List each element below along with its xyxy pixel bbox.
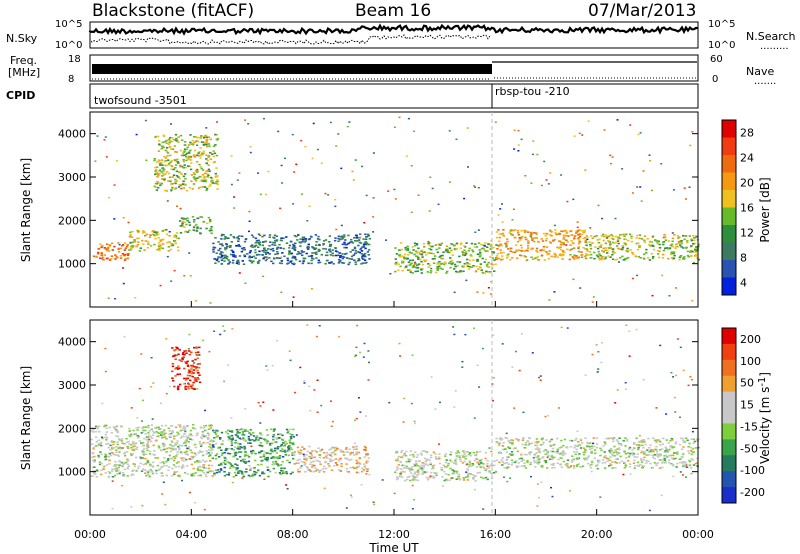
nave-dotted: ....... <box>754 76 776 87</box>
colorbar-tick: -50 <box>740 442 758 455</box>
power-panel: 1000 2000 3000 4000 Slant Range [km] 28 24 20… <box>19 111 772 308</box>
xtick-label: 16:00 <box>479 528 511 541</box>
cpid-segment-1: twofsound -3501 <box>94 94 187 107</box>
heatmap-band-5 <box>495 437 700 469</box>
cpid-segment-2: rbsp-tou -210 <box>495 85 570 98</box>
freq-label: Freq. <box>10 54 37 67</box>
cpid-label: CPID <box>6 89 35 102</box>
power-colorbar-label: Power [dB] <box>758 177 772 242</box>
nsearch-dotted: ......... <box>760 41 789 52</box>
nave-label: Nave <box>746 65 774 78</box>
colorbar-tick: -100 <box>740 464 765 477</box>
colorbar-tick: 12 <box>740 227 754 240</box>
heatmap-band-0 <box>92 242 130 261</box>
colorbar-tick: 50 <box>740 377 754 390</box>
time-xlabel: Time UT <box>368 541 419 554</box>
colorbar-tick: 8 <box>740 252 747 265</box>
velocity-heatmap-data <box>90 324 700 512</box>
ytick-label: 2000 <box>58 214 86 227</box>
colorbar-tick: 16 <box>740 202 754 215</box>
nave-tick-bottom: 0 <box>712 74 718 85</box>
ytick-label: 4000 <box>58 128 86 141</box>
xtick-label: 04:00 <box>175 528 207 541</box>
station-title: Blackstone (fitACF) <box>92 1 254 21</box>
colorbar-tick: 200 <box>740 333 761 346</box>
nsearch-label: N.Search <box>746 30 796 43</box>
xtick-label: 20:00 <box>581 528 613 541</box>
colorbar-tick: 28 <box>740 127 754 140</box>
cpid-strip: twofsound -3501 rbsp-tou -210 <box>89 83 699 109</box>
nave-tick-top: 60 <box>710 54 723 65</box>
beam-title: Beam 16 <box>355 1 431 21</box>
colorbar-tick: 24 <box>740 152 754 165</box>
heatmap-scatter <box>101 324 700 512</box>
freq-tick-bottom: 8 <box>68 74 74 85</box>
nsky-tick-top: 10^5 <box>55 19 82 30</box>
ytick-label: 3000 <box>58 379 86 392</box>
xtick-label: 08:00 <box>277 528 309 541</box>
heatmap-band-2 <box>178 216 213 235</box>
power-heatmap-data <box>92 116 701 304</box>
nsearch-tick-top: 10^5 <box>708 19 735 30</box>
nsky-tick-bottom: 10^0 <box>55 40 82 51</box>
power-ylabel: Slant Range [km] <box>19 158 33 262</box>
heatmap-band-0 <box>90 424 214 478</box>
nsky-label: N.Sky <box>6 32 38 45</box>
heatmap-band-4 <box>212 233 371 266</box>
colorbar-tick: 100 <box>740 355 761 368</box>
ytick-label: 4000 <box>58 336 86 349</box>
velocity-colorbar: 200 100 50 15 -15 -50 -100 -200 <box>721 327 765 504</box>
colorbar-tick: 20 <box>740 177 754 190</box>
xtick-label: 00:00 <box>74 528 106 541</box>
ytick-label: 1000 <box>58 258 86 271</box>
freq-tick-top: 18 <box>68 54 81 65</box>
date-title: 07/Mar/2013 <box>588 1 696 21</box>
freq-band <box>92 64 492 74</box>
velocity-panel: 1000 2000 3000 4000 Slant Range [km] 200 100… <box>19 301 772 554</box>
heatmap-band-7 <box>584 233 701 261</box>
colorbar-tick: -200 <box>740 486 765 499</box>
heatmap-band-1 <box>171 346 202 391</box>
ytick-label: 2000 <box>58 422 86 435</box>
xtick-label: 12:00 <box>378 528 410 541</box>
colorbar-tick: -15 <box>740 420 758 433</box>
heatmap-band-4 <box>394 450 498 482</box>
velocity-ylabel: Slant Range [km] <box>19 366 33 470</box>
ytick-label: 3000 <box>58 171 86 184</box>
power-colorbar: 28 24 20 16 12 8 4 <box>721 119 754 296</box>
heatmap-band-2 <box>211 428 295 478</box>
heatmap-band-6 <box>495 229 587 261</box>
heatmap-scatter <box>94 116 695 304</box>
nsky-strip: 10^5 10^0 10^5 10^0 <box>55 19 735 51</box>
heatmap-band-3 <box>153 133 219 192</box>
heatmap-band-3 <box>293 445 370 474</box>
heatmap-band-5 <box>394 242 498 274</box>
freq-unit-label: [MHz] <box>8 66 40 79</box>
freq-strip: 18 8 60 0 <box>68 54 723 85</box>
colorbar-tick: 4 <box>740 277 747 290</box>
nsearch-tick-bottom: 10^0 <box>708 40 735 51</box>
colorbar-tick: 15 <box>740 399 754 412</box>
ytick-label: 1000 <box>58 466 86 479</box>
xtick-label: 00:00 <box>682 528 714 541</box>
heatmap-band-1 <box>128 229 180 252</box>
velocity-colorbar-label: Velocity [m s-1] <box>757 372 772 464</box>
